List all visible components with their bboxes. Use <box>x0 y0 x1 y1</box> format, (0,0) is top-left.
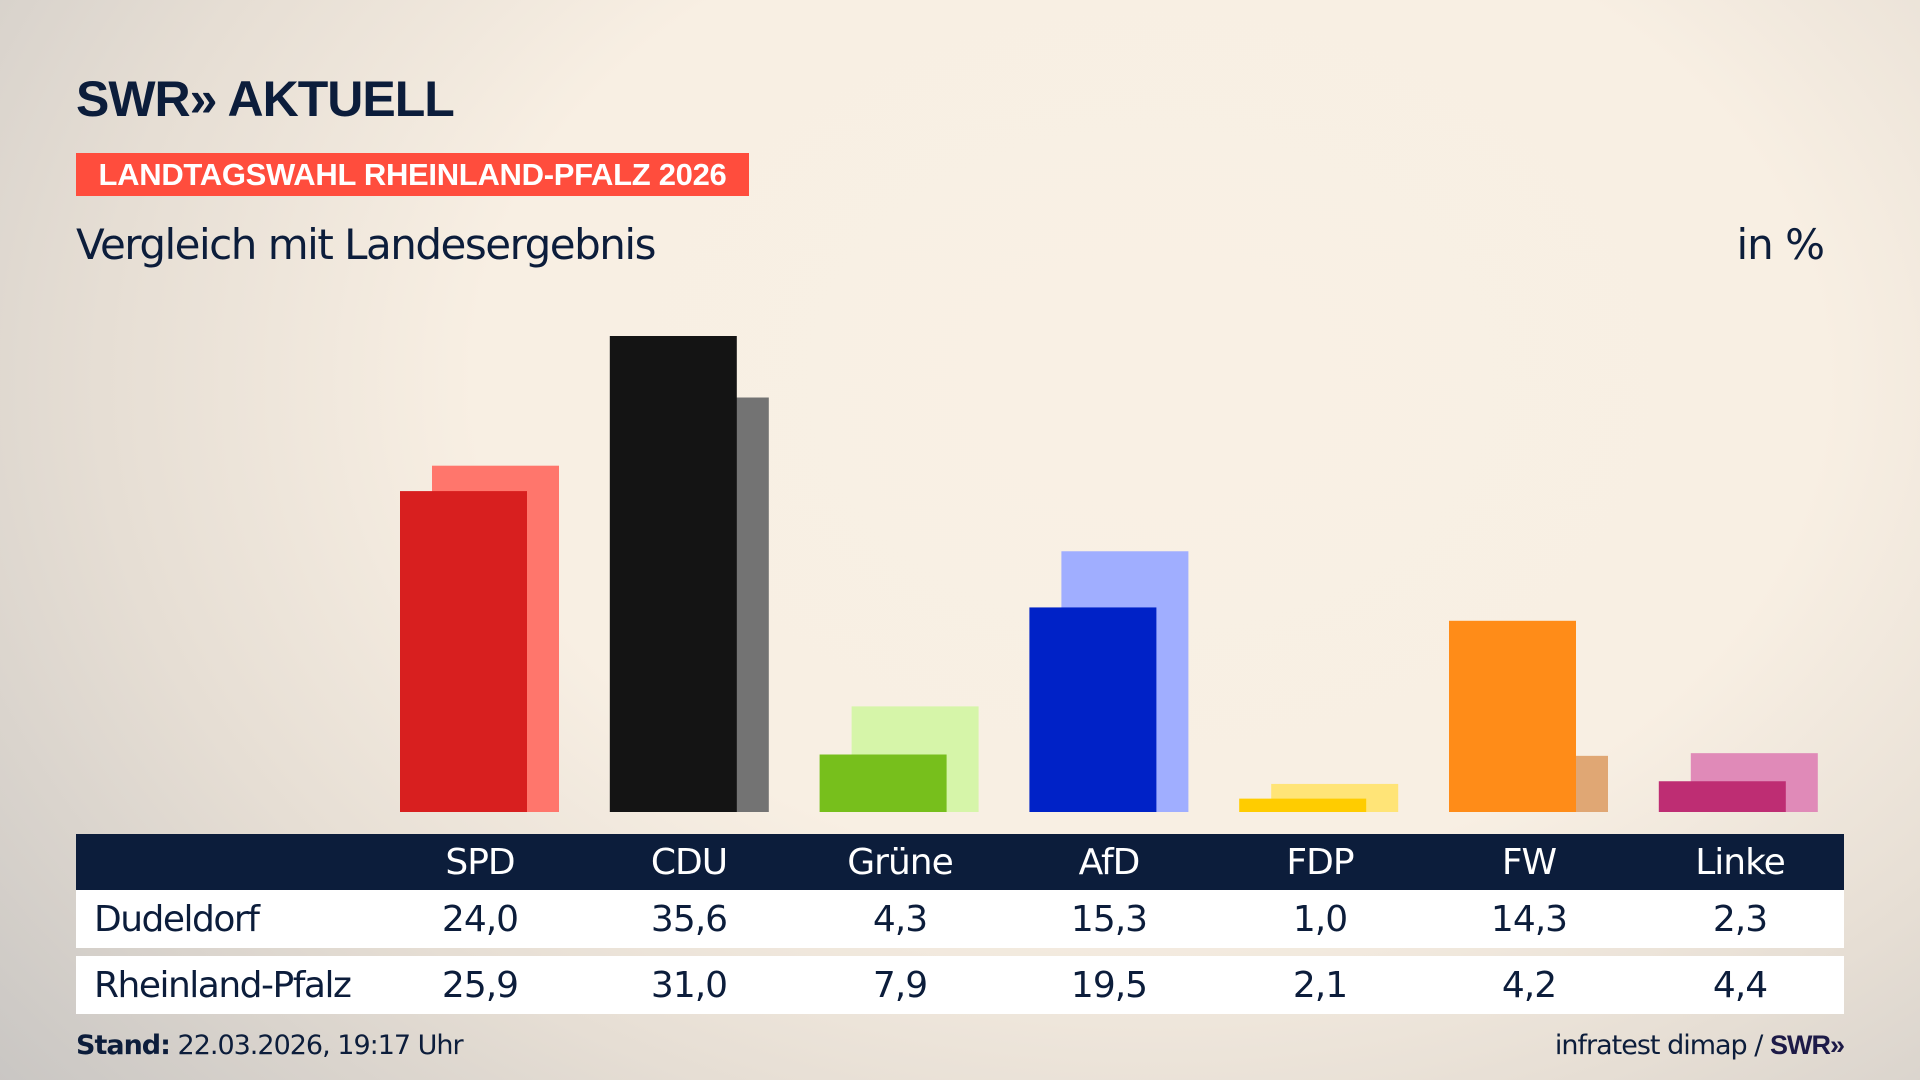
bar-spd-dudeldorf <box>400 491 527 812</box>
bar-cdu-dudeldorf <box>609 336 737 812</box>
table-row: Dudeldorf 24,0 35,6 4,3 15,3 1,0 14,3 2,… <box>76 890 1844 948</box>
swr-logo: SWR» <box>1769 1030 1845 1060</box>
header-afd: AfD <box>1078 841 1141 883</box>
table-cell: 15,3 <box>1070 898 1148 940</box>
stand-label: Stand: <box>76 1030 171 1061</box>
table-cell: 35,6 <box>650 898 728 940</box>
stand-value: 22.03.2026, 19:17 Uhr <box>177 1030 464 1061</box>
header-spd: SPD <box>445 841 515 883</box>
table-cell: 4,2 <box>1501 964 1557 1006</box>
header-cdu: CDU <box>650 841 728 883</box>
bar-fdp-dudeldorf <box>1239 798 1367 812</box>
row-label: Dudeldorf <box>94 898 260 940</box>
bar-gruene-dudeldorf <box>819 754 947 812</box>
bar-chart <box>400 336 1818 812</box>
header-gruene: Grüne <box>847 841 953 883</box>
table-cell: 24,0 <box>441 898 519 940</box>
table-cell: 14,3 <box>1490 898 1568 940</box>
swr-aktuell-logo: SWR» AKTUELL <box>76 71 455 127</box>
row-label: Rheinland-Pfalz <box>94 964 352 1006</box>
header-fw: FW <box>1501 841 1557 883</box>
header-linke: Linke <box>1695 841 1786 883</box>
bar-fw-dudeldorf <box>1449 620 1576 812</box>
table-cell: 2,1 <box>1292 964 1348 1006</box>
unit-label: in % <box>1736 220 1825 269</box>
table-cell: 25,9 <box>441 964 519 1006</box>
timestamp: Stand: 22.03.2026, 19:17 Uhr <box>76 1030 464 1061</box>
table-cell: 2,3 <box>1712 898 1768 940</box>
bar-afd-dudeldorf <box>1029 607 1157 812</box>
table-cell: 1,0 <box>1292 898 1348 940</box>
table-header-row: SPD CDU Grüne AfD FDP FW Linke <box>76 834 1844 890</box>
header-fdp: FDP <box>1286 841 1354 883</box>
source-text: infratest dimap / <box>1554 1030 1764 1061</box>
table-cell: 4,3 <box>872 898 928 940</box>
bar-linke-dudeldorf <box>1658 781 1786 812</box>
election-badge: LANDTAGSWAHL RHEINLAND-PFALZ 2026 <box>76 153 749 196</box>
table-cell: 19,5 <box>1070 964 1148 1006</box>
results-table: SPD CDU Grüne AfD FDP FW Linke Dudeldorf… <box>76 834 1844 1014</box>
table-cell: 4,4 <box>1712 964 1768 1006</box>
source: infratest dimap / SWR» <box>1554 1030 1845 1061</box>
chart-subtitle: Vergleich mit Landesergebnis <box>76 220 656 269</box>
table-cell: 7,9 <box>872 964 928 1006</box>
table-cell: 31,0 <box>650 964 728 1006</box>
table-row: Rheinland-Pfalz 25,9 31,0 7,9 19,5 2,1 4… <box>76 956 1844 1014</box>
